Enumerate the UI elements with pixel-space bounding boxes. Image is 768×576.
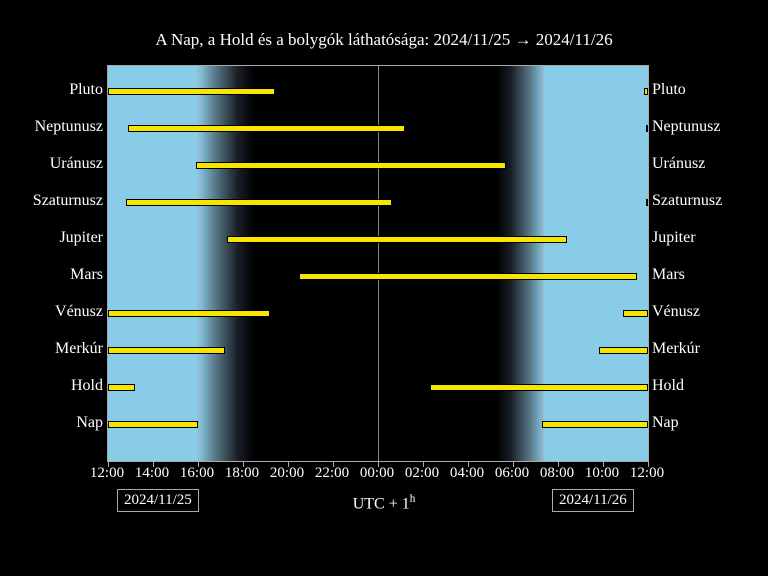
x-tick-label: 08:00 <box>540 465 574 482</box>
body-label-left: Pluto <box>69 81 103 99</box>
visibility-bar <box>599 347 649 354</box>
x-axis-label: UTC + 1h <box>0 493 768 513</box>
body-label-left: Hold <box>71 377 103 395</box>
visibility-bar <box>108 88 275 95</box>
visibility-bar <box>646 199 648 206</box>
visibility-bar <box>126 199 392 206</box>
body-label-left: Nap <box>76 414 103 432</box>
body-label-left: Uránusz <box>50 155 103 173</box>
x-tick-label: 06:00 <box>495 465 529 482</box>
chart-container: A Nap, a Hold és a bolygók láthatósága: … <box>0 0 768 576</box>
x-tick-label: 10:00 <box>585 465 619 482</box>
visibility-bar <box>646 125 648 132</box>
body-label-left: Jupiter <box>59 229 103 247</box>
body-label-right: Merkúr <box>652 340 700 358</box>
body-label-left: Neptunusz <box>35 118 103 136</box>
body-label-right: Hold <box>652 377 684 395</box>
x-tick-label: 12:00 <box>90 465 124 482</box>
visibility-bar <box>128 125 405 132</box>
visibility-bar <box>430 384 648 391</box>
x-tick-label: 16:00 <box>180 465 214 482</box>
visibility-bar <box>108 384 135 391</box>
x-tick-label: 14:00 <box>135 465 169 482</box>
visibility-bar <box>542 421 648 428</box>
x-tick-label: 20:00 <box>270 465 304 482</box>
body-label-right: Uránusz <box>652 155 705 173</box>
x-tick-label: 22:00 <box>315 465 349 482</box>
visibility-bar <box>299 273 637 280</box>
body-label-right: Pluto <box>652 81 686 99</box>
visibility-bar <box>644 88 649 95</box>
body-label-right: Jupiter <box>652 229 696 247</box>
x-tick-label: 04:00 <box>450 465 484 482</box>
body-label-right: Neptunusz <box>652 118 720 136</box>
x-tick-label: 00:00 <box>360 465 394 482</box>
x-tick-label: 02:00 <box>405 465 439 482</box>
visibility-bar <box>196 162 507 169</box>
chart-title: A Nap, a Hold és a bolygók láthatósága: … <box>0 30 768 50</box>
visibility-bar <box>623 310 648 317</box>
plot-area <box>107 65 649 462</box>
body-label-left: Szaturnusz <box>33 192 103 210</box>
visibility-bar <box>227 236 567 243</box>
x-tick-label: 18:00 <box>225 465 259 482</box>
body-label-right: Vénusz <box>652 303 700 321</box>
visibility-bar <box>108 310 270 317</box>
body-label-left: Vénusz <box>55 303 103 321</box>
x-tick-label: 12:00 <box>630 465 664 482</box>
body-label-right: Szaturnusz <box>652 192 722 210</box>
body-label-right: Nap <box>652 414 679 432</box>
visibility-bar <box>108 421 198 428</box>
body-label-right: Mars <box>652 266 685 284</box>
body-label-left: Merkúr <box>55 340 103 358</box>
visibility-bar <box>108 347 225 354</box>
body-label-left: Mars <box>70 266 103 284</box>
